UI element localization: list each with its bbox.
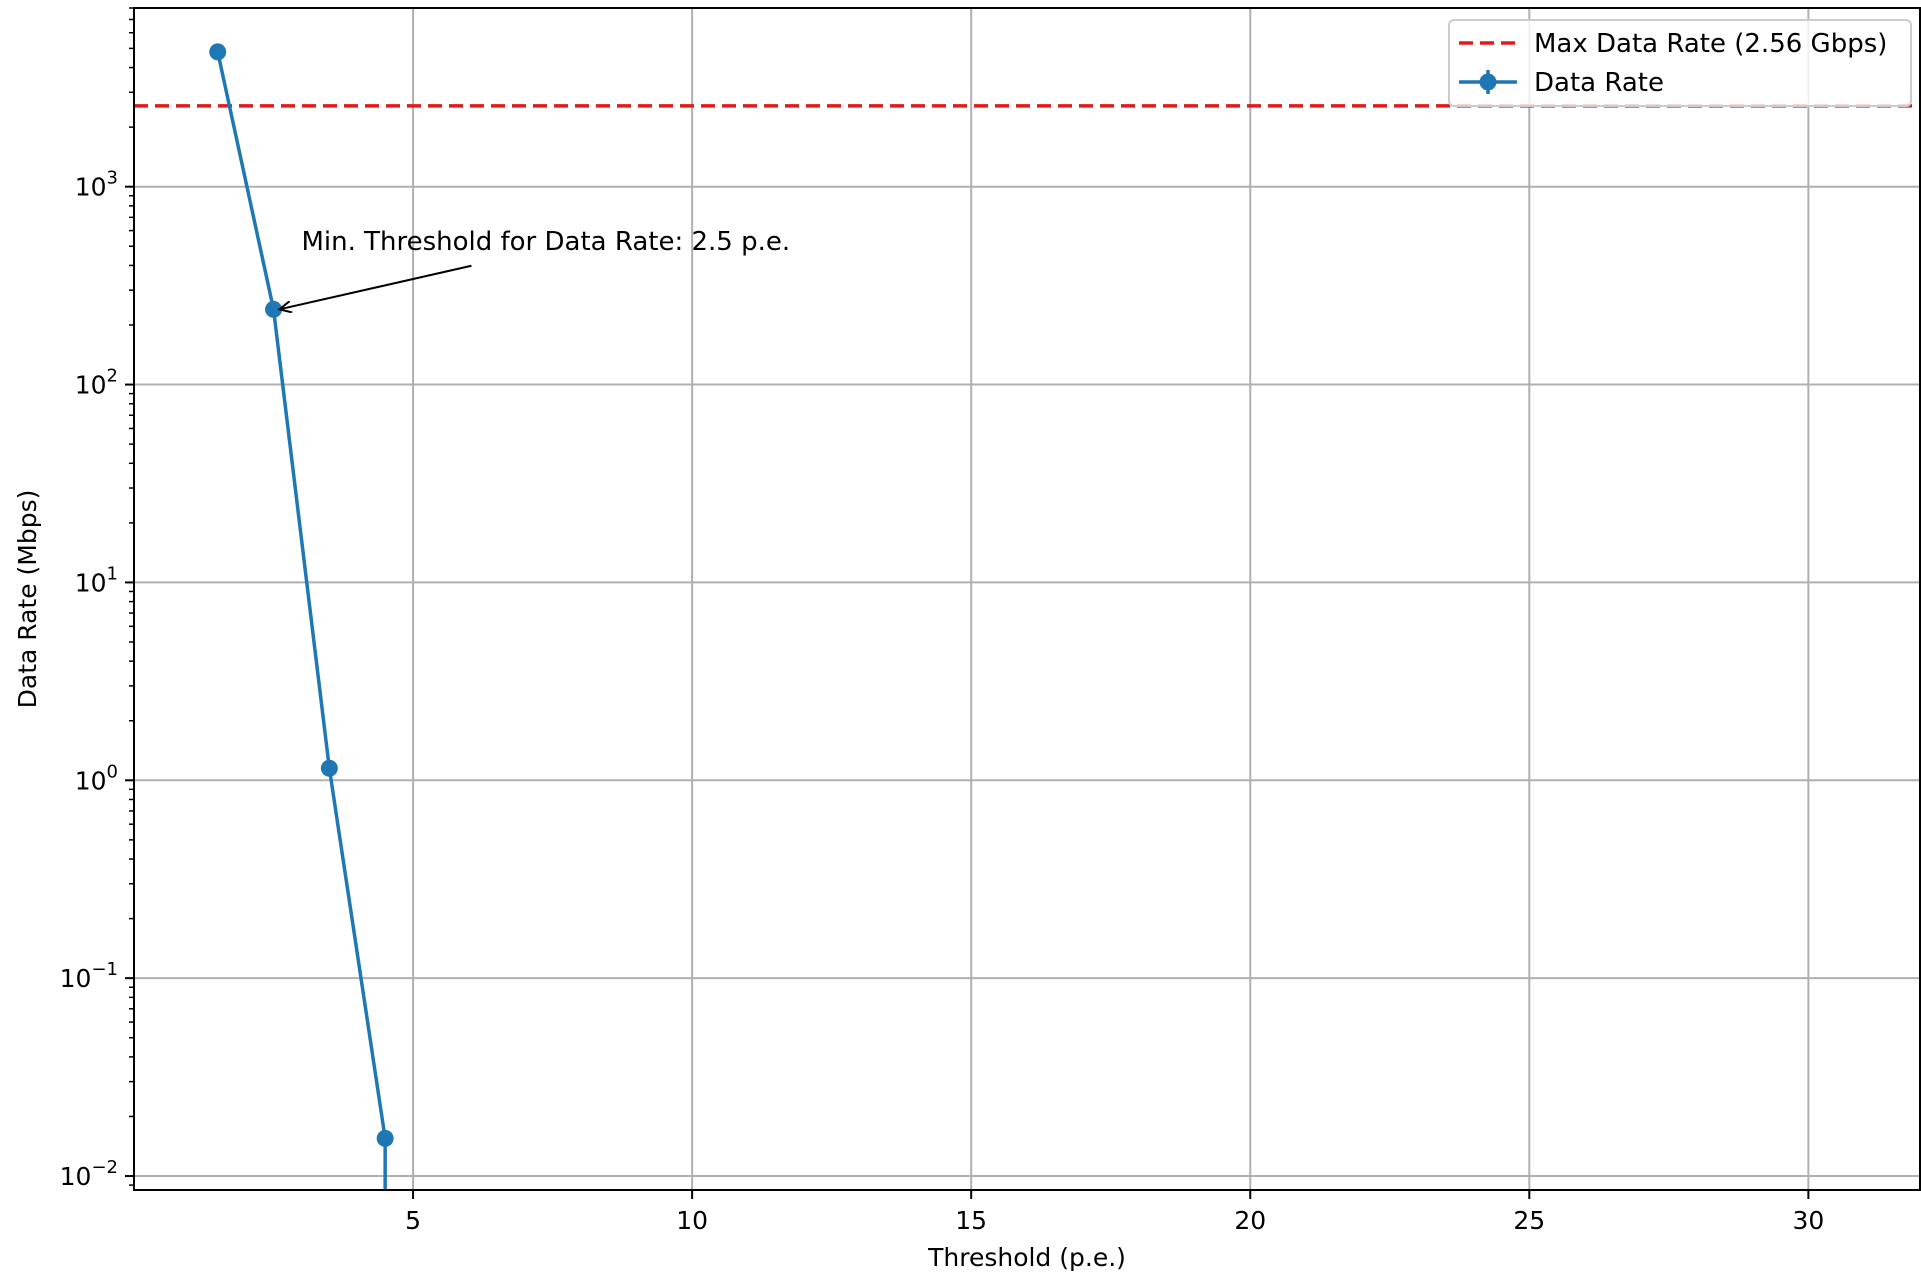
legend-box [1448,19,1912,107]
data-rate-point [209,43,227,61]
x-tick-label: 15 [955,1206,987,1235]
data-series [209,43,394,1190]
y-tick-label: 103 [75,168,118,202]
legend: Max Data Rate (2.56 Gbps) Data Rate [1448,19,1912,107]
annotation-arrow [280,264,472,310]
x-tick-label: 20 [1234,1206,1266,1235]
y-axis-ticks: 10−2 10−1 100 101 102 103 [60,7,134,1191]
data-rate-line [216,51,387,1139]
y-axis-label: Data Rate (Mbps) [13,490,42,709]
plot-frame [133,7,1921,1191]
annotation-text: Min. Threshold for Data Rate: 2.5 p.e. [301,227,790,257]
data-rate-point [265,300,283,318]
data-rate-point [320,759,338,777]
annotations: Min. Threshold for Data Rate: 2.5 p.e. [280,227,790,310]
x-axis-label: Threshold (p.e.) [927,1243,1126,1272]
y-tick-label: 10−1 [60,959,118,993]
legend-swatch-marker [1479,73,1497,91]
y-tick-label: 100 [75,761,118,795]
x-axis-ticks: 5 10 15 20 25 30 [405,1190,1824,1235]
y-tick-label: 101 [75,563,118,597]
legend-label-max-data-rate: Max Data Rate (2.56 Gbps) [1534,29,1887,59]
x-tick-label: 30 [1792,1206,1824,1235]
y-tick-label: 102 [75,366,118,400]
data-rate-point [376,1129,394,1147]
y-tick-label: 10−2 [60,1157,118,1191]
x-tick-label: 10 [676,1206,708,1235]
x-tick-label: 5 [405,1206,421,1235]
grid [134,8,1920,1190]
legend-label-data-rate: Data Rate [1534,68,1664,98]
x-tick-label: 25 [1513,1206,1545,1235]
